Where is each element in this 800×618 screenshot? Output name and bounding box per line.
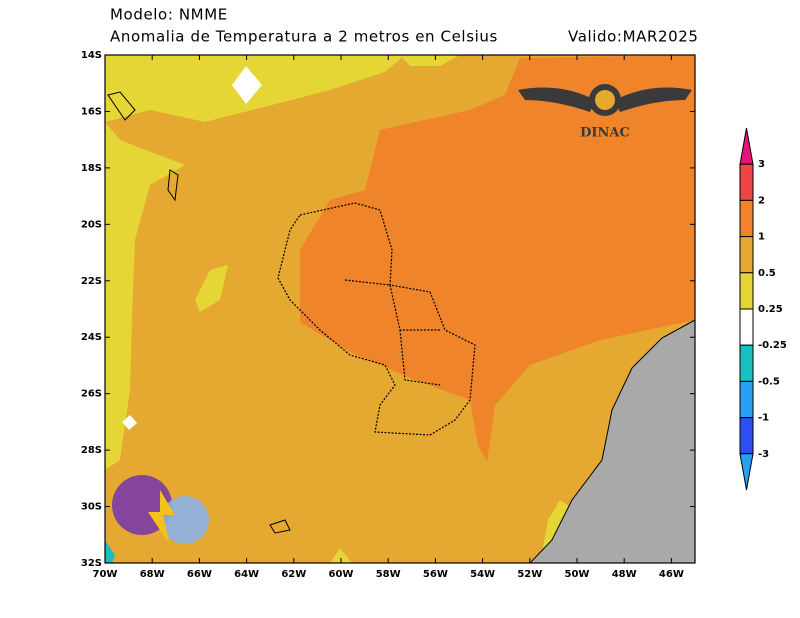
lat-tick-label: 30S [81, 502, 102, 513]
lat-tick-label: 18S [81, 163, 102, 174]
lon-tick-label: 62W [281, 569, 306, 580]
colorbar-label: 1 [758, 232, 765, 243]
lat-tick-label: 16S [81, 106, 102, 117]
colorbar-swatch [739, 163, 754, 201]
logo-text: DINAC [580, 126, 630, 141]
lat-tick-label: 20S [81, 219, 102, 230]
model-label: Modelo: NMME [110, 6, 228, 24]
lon-tick-label: 56W [423, 569, 448, 580]
map-frame [104, 54, 696, 564]
lon-tick-label: 70W [93, 569, 118, 580]
map-title: Anomalia de Temperatura a 2 metros en Ce… [110, 28, 498, 46]
lon-tick-label: 48W [612, 569, 637, 580]
valid-date: Valido:MAR2025 [568, 28, 699, 46]
colorbar-label: 0.5 [758, 268, 776, 279]
lat-tick-label: 32S [81, 558, 102, 569]
colorbar-swatch [739, 236, 754, 274]
lat-tick-label: 24S [81, 332, 102, 343]
colorbar-label: -0.5 [758, 376, 780, 387]
colorbar-swatch [739, 417, 754, 455]
colorbar-arrow [739, 127, 754, 165]
lon-tick-label: 52W [517, 569, 542, 580]
colorbar-label: -1 [758, 413, 769, 424]
lon-tick-label: 64W [234, 569, 259, 580]
lon-tick-label: 50W [565, 569, 590, 580]
map-area [105, 55, 695, 563]
colorbar-swatch [739, 199, 754, 238]
colorbar-swatch [739, 380, 754, 419]
lon-tick-label: 66W [187, 569, 212, 580]
lon-tick-label: 54W [470, 569, 495, 580]
lon-tick-label: 60W [329, 569, 354, 580]
lat-tick-label: 26S [81, 389, 102, 400]
colorbar-swatch [739, 344, 754, 382]
lat-tick-label: 14S [81, 50, 102, 61]
colorbar-label: 0.25 [758, 304, 783, 315]
lon-tick-label: 58W [376, 569, 401, 580]
colorbar-label: 2 [758, 195, 765, 206]
colorbar-label: -0.25 [758, 340, 787, 351]
lon-tick-label: 68W [140, 569, 165, 580]
colorbar-swatch [739, 272, 754, 310]
colorbar-label: 3 [758, 159, 765, 170]
watermark [112, 475, 209, 545]
colorbar-arrow [739, 453, 754, 491]
lat-tick-label: 22S [81, 276, 102, 287]
logo: DINAC [518, 84, 692, 141]
colorbar-swatch [739, 308, 754, 346]
colorbar-label: -3 [758, 449, 769, 460]
lat-tick-label: 28S [81, 445, 102, 456]
lon-tick-label: 46W [659, 569, 684, 580]
